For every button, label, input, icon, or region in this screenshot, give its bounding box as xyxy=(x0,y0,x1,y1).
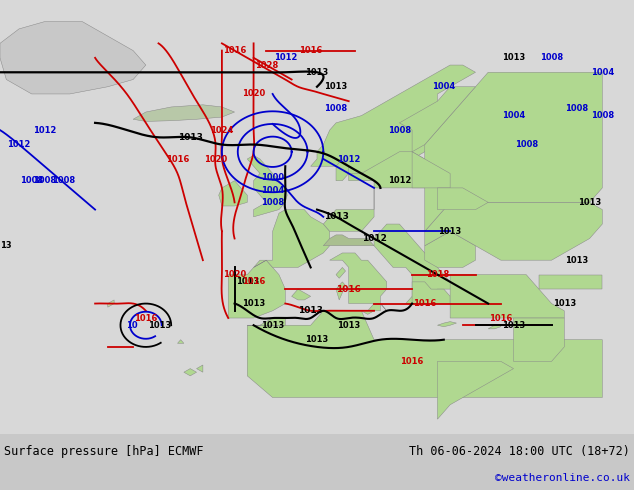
Polygon shape xyxy=(133,105,235,122)
Text: 1013: 1013 xyxy=(298,306,323,315)
Polygon shape xyxy=(412,282,450,304)
Text: 1012: 1012 xyxy=(388,176,411,185)
Text: Surface pressure [hPa] ECMWF: Surface pressure [hPa] ECMWF xyxy=(4,445,204,458)
Text: 1013: 1013 xyxy=(566,256,588,265)
Polygon shape xyxy=(336,268,346,278)
Text: 1013: 1013 xyxy=(502,321,525,330)
Text: 1000: 1000 xyxy=(261,173,284,182)
Text: 1013: 1013 xyxy=(242,299,265,308)
Polygon shape xyxy=(437,362,514,419)
Text: 1012: 1012 xyxy=(361,234,387,243)
Text: 1013: 1013 xyxy=(306,335,328,344)
Text: 1018: 1018 xyxy=(426,270,449,279)
Text: 1016: 1016 xyxy=(336,285,361,294)
Text: 1020: 1020 xyxy=(204,154,227,164)
Polygon shape xyxy=(425,73,602,231)
Text: 1004: 1004 xyxy=(432,82,455,91)
Polygon shape xyxy=(437,321,456,327)
Text: 1013: 1013 xyxy=(323,212,349,221)
Text: 1013: 1013 xyxy=(439,227,462,236)
Text: 1004: 1004 xyxy=(591,68,614,77)
Polygon shape xyxy=(374,224,456,304)
Polygon shape xyxy=(425,202,602,260)
Text: 1020: 1020 xyxy=(242,90,265,98)
Text: 1013: 1013 xyxy=(261,321,284,330)
Text: 1013: 1013 xyxy=(337,321,360,330)
Text: 1013: 1013 xyxy=(578,198,601,207)
Text: 1008: 1008 xyxy=(261,198,284,207)
Text: 1013: 1013 xyxy=(148,321,171,330)
Text: 1012: 1012 xyxy=(337,154,360,164)
Text: 1012: 1012 xyxy=(8,140,30,149)
Polygon shape xyxy=(228,260,285,318)
Text: 1008: 1008 xyxy=(540,53,563,62)
Text: 1008: 1008 xyxy=(33,176,56,185)
Polygon shape xyxy=(178,340,184,343)
Text: 1008: 1008 xyxy=(325,104,347,113)
Polygon shape xyxy=(488,324,501,329)
Text: 1020: 1020 xyxy=(223,270,246,279)
Text: 1016: 1016 xyxy=(242,277,265,286)
Text: 1008: 1008 xyxy=(566,104,588,113)
Polygon shape xyxy=(311,65,476,181)
Polygon shape xyxy=(292,289,311,300)
Text: 1008: 1008 xyxy=(20,176,43,185)
Text: 1016: 1016 xyxy=(223,46,246,55)
Text: 1008: 1008 xyxy=(515,140,538,149)
Text: 1004: 1004 xyxy=(502,111,525,120)
Polygon shape xyxy=(349,152,450,210)
Polygon shape xyxy=(247,311,602,397)
Text: 1008: 1008 xyxy=(388,125,411,135)
Text: 1008: 1008 xyxy=(591,111,614,120)
Text: 1004: 1004 xyxy=(261,186,284,195)
Text: 1013: 1013 xyxy=(236,277,259,286)
Polygon shape xyxy=(219,181,247,206)
Text: 10: 10 xyxy=(126,321,138,330)
Polygon shape xyxy=(184,368,197,376)
Polygon shape xyxy=(539,275,602,289)
Text: 1024: 1024 xyxy=(210,125,233,135)
Text: 1016: 1016 xyxy=(401,357,424,366)
Text: 1012: 1012 xyxy=(274,53,297,62)
Text: 1016: 1016 xyxy=(489,314,512,322)
Polygon shape xyxy=(247,155,287,217)
Text: 1016: 1016 xyxy=(166,154,189,164)
Text: Th 06-06-2024 18:00 UTC (18+72): Th 06-06-2024 18:00 UTC (18+72) xyxy=(409,445,630,458)
Text: 1013: 1013 xyxy=(178,133,203,142)
Polygon shape xyxy=(247,318,285,325)
Polygon shape xyxy=(323,210,374,231)
Polygon shape xyxy=(336,282,346,300)
Polygon shape xyxy=(361,304,380,315)
Text: 13: 13 xyxy=(1,241,12,250)
Polygon shape xyxy=(254,210,330,268)
Text: 1016: 1016 xyxy=(134,314,157,322)
Text: ©weatheronline.co.uk: ©weatheronline.co.uk xyxy=(495,473,630,483)
Polygon shape xyxy=(450,275,564,318)
Text: 1013: 1013 xyxy=(325,82,347,91)
Text: 1013: 1013 xyxy=(306,68,328,77)
Polygon shape xyxy=(0,22,146,94)
Polygon shape xyxy=(330,253,387,311)
Polygon shape xyxy=(108,300,114,307)
Text: 1016: 1016 xyxy=(413,299,436,308)
Text: 1013: 1013 xyxy=(502,53,525,62)
Text: 1008: 1008 xyxy=(52,176,75,185)
Polygon shape xyxy=(412,152,450,188)
Polygon shape xyxy=(323,235,374,246)
Polygon shape xyxy=(514,318,564,362)
Text: 1016: 1016 xyxy=(299,46,322,55)
Polygon shape xyxy=(437,188,488,210)
Polygon shape xyxy=(336,159,349,181)
Text: 1013: 1013 xyxy=(553,299,576,308)
Polygon shape xyxy=(399,87,476,152)
Polygon shape xyxy=(425,231,476,268)
Polygon shape xyxy=(197,365,203,372)
Text: 1012: 1012 xyxy=(33,125,56,135)
Text: 1028: 1028 xyxy=(255,61,278,70)
